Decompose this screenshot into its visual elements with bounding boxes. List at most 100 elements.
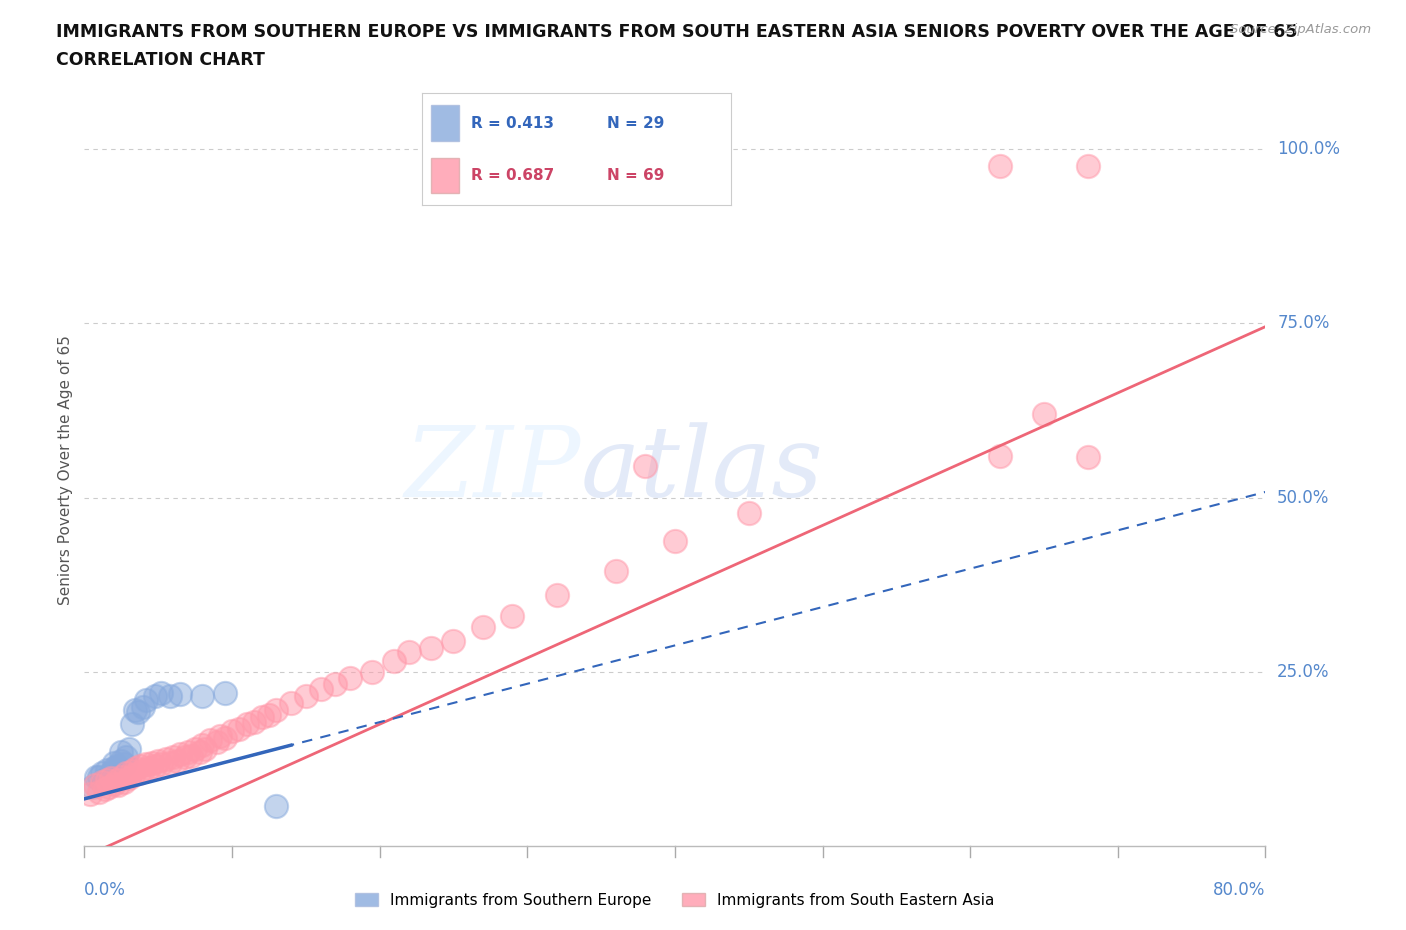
Point (97, 773, 120, 788)
Point (207, 735, 229, 750)
Point (339, 670, 361, 684)
Text: IMMIGRANTS FROM SOUTHERN EUROPE VS IMMIGRANTS FROM SOUTH EASTERN ASIA SENIORS PO: IMMIGRANTS FROM SOUTHERN EUROPE VS IMMIG… (56, 23, 1298, 41)
Point (87, 769, 111, 784)
Point (1033, 406, 1056, 421)
Point (159, 755, 181, 770)
Point (184, 741, 207, 756)
Point (121, 764, 143, 778)
Point (114, 750, 136, 764)
Text: 100.0%: 100.0% (1277, 140, 1340, 158)
Point (138, 761, 160, 776)
Point (141, 755, 163, 770)
Bar (432, 158, 458, 193)
Point (198, 733, 221, 748)
Point (236, 717, 259, 732)
Point (110, 745, 132, 760)
Point (121, 717, 143, 732)
Bar (432, 105, 458, 141)
Point (309, 682, 332, 697)
Point (1077, 450, 1099, 465)
Point (122, 768, 145, 783)
Text: Source: ZipAtlas.com: Source: ZipAtlas.com (1230, 23, 1371, 36)
Point (83, 777, 105, 792)
Point (546, 588, 568, 603)
Legend: Immigrants from Southern Europe, Immigrants from South Eastern Asia: Immigrants from Southern Europe, Immigra… (349, 886, 1001, 914)
Point (398, 645, 420, 660)
Point (103, 776, 125, 790)
Point (129, 759, 152, 774)
Point (103, 755, 125, 770)
Point (382, 654, 406, 669)
Point (295, 689, 318, 704)
Point (87, 785, 111, 800)
Point (209, 729, 232, 744)
Point (112, 775, 135, 790)
Point (84, 769, 107, 784)
Point (128, 765, 150, 780)
Point (103, 761, 125, 776)
Point (1077, 159, 1099, 174)
Text: ZIP: ZIP (404, 422, 581, 517)
Point (214, 731, 236, 746)
Text: R = 0.687: R = 0.687 (471, 168, 554, 183)
Point (228, 722, 250, 737)
Point (180, 748, 202, 763)
Point (169, 686, 191, 702)
Point (738, 506, 761, 521)
Point (150, 757, 173, 772)
Point (79, 787, 101, 802)
Point (118, 741, 141, 756)
Point (112, 757, 135, 772)
Y-axis label: Seniors Poverty Over the Age of 65: Seniors Poverty Over the Age of 65 (58, 335, 73, 604)
Point (100, 770, 122, 785)
Point (96, 773, 118, 788)
Point (664, 534, 686, 549)
Point (605, 564, 627, 578)
Point (243, 715, 266, 730)
Point (634, 458, 657, 473)
Point (96, 763, 118, 777)
Point (132, 763, 155, 777)
Point (191, 689, 214, 704)
Point (143, 759, 166, 774)
Point (93, 773, 115, 788)
Point (173, 750, 195, 764)
Text: N = 69: N = 69 (607, 168, 665, 183)
Point (135, 757, 157, 772)
Point (125, 761, 148, 776)
Point (94, 781, 117, 796)
Point (127, 705, 149, 720)
Point (266, 798, 288, 813)
Text: atlas: atlas (581, 422, 823, 517)
Point (91, 775, 114, 790)
Point (162, 750, 184, 764)
Point (257, 708, 280, 723)
Point (325, 677, 347, 692)
Point (472, 619, 495, 634)
Text: 75.0%: 75.0% (1277, 314, 1330, 332)
Point (148, 753, 170, 768)
Point (188, 745, 211, 760)
Point (107, 764, 129, 778)
Point (501, 609, 523, 624)
Point (124, 703, 146, 718)
Point (280, 696, 302, 711)
Point (114, 765, 136, 780)
Point (988, 448, 1011, 463)
Text: N = 29: N = 29 (607, 115, 665, 130)
Point (100, 765, 122, 780)
Point (159, 689, 181, 704)
Point (169, 747, 191, 762)
Point (250, 710, 273, 724)
Point (80, 779, 103, 794)
Point (107, 777, 129, 792)
Point (118, 770, 141, 785)
Point (194, 741, 217, 756)
Point (420, 640, 443, 655)
Point (135, 692, 157, 708)
Point (221, 724, 243, 738)
Point (110, 753, 132, 768)
Point (105, 759, 128, 774)
Point (150, 685, 173, 700)
Text: 0.0%: 0.0% (84, 882, 127, 899)
